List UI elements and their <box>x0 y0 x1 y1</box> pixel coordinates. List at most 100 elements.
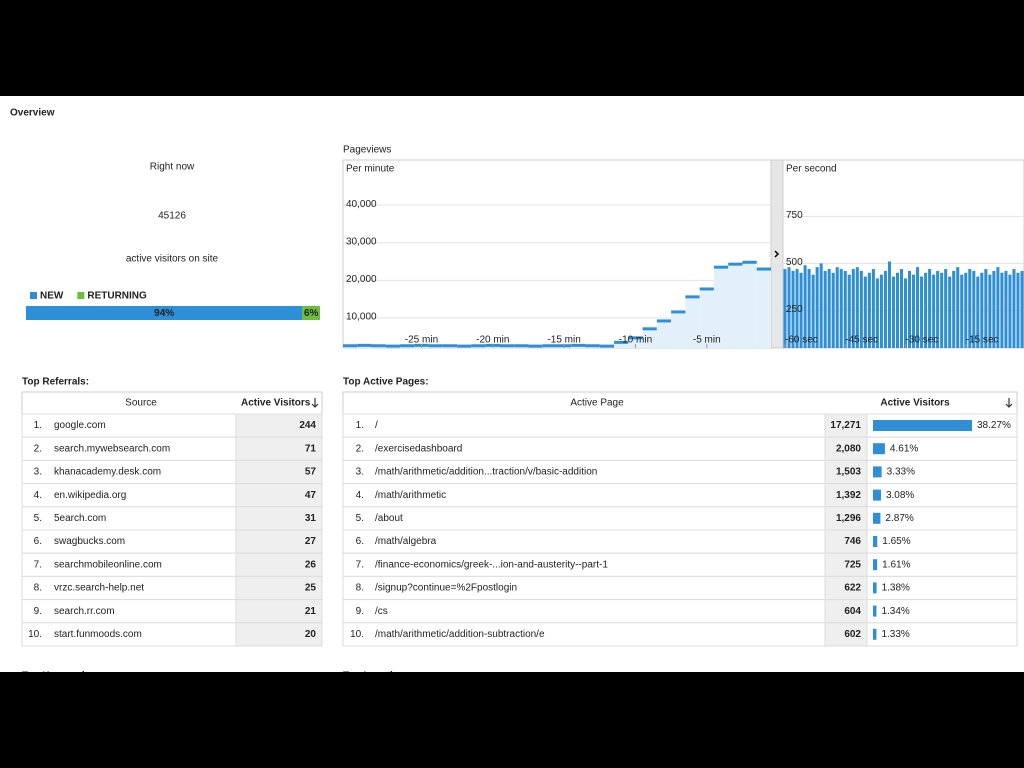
page-path[interactable]: /signup?continue=%2Fpostlogin <box>375 583 517 594</box>
pageview-area <box>728 264 743 348</box>
pageview-bar <box>859 270 863 348</box>
page-visitors: 746 <box>844 536 861 547</box>
pageview-bar <box>936 270 940 348</box>
value-cell <box>824 622 868 647</box>
pageview-bar <box>843 270 847 348</box>
y-tick-label: 500 <box>786 257 803 268</box>
pageview-bar <box>912 274 916 348</box>
pageview-bar <box>992 270 996 348</box>
pageview-bar <box>1012 269 1016 348</box>
row-rank: 2. <box>356 443 364 454</box>
pageview-bar <box>807 269 811 348</box>
referral-source[interactable]: start.funmoods.com <box>54 629 142 640</box>
referral-visitors: 26 <box>305 559 317 570</box>
share-bar <box>873 582 877 594</box>
referral-source[interactable]: khanacademy.desk.com <box>54 467 161 478</box>
row-rank: 6. <box>34 536 42 547</box>
sort-arrow[interactable] <box>1005 398 1013 408</box>
pageview-bar <box>1008 274 1012 348</box>
pageview-bar <box>907 270 912 348</box>
referral-source[interactable]: vrzc.search-help.net <box>54 583 144 594</box>
row-rank: 8. <box>34 583 42 594</box>
pageview-bar <box>855 267 859 348</box>
page-visitors: 622 <box>844 583 861 594</box>
pageview-bar <box>932 274 936 348</box>
x-tick-label: -25 min <box>405 335 438 346</box>
pageview-bar <box>940 272 944 348</box>
pageview-bar <box>956 267 960 348</box>
pageview-bar <box>972 270 976 348</box>
section-title: Top Active Pages: <box>343 377 429 388</box>
page-path[interactable]: /about <box>375 513 403 524</box>
pageview-bar <box>1016 272 1020 348</box>
page-path[interactable]: /exercisedashboard <box>375 443 462 454</box>
row-rank: 1. <box>356 420 364 431</box>
section-title: Top Locations: <box>343 671 414 682</box>
pageview-bar <box>920 276 924 348</box>
referral-visitors: 57 <box>305 467 317 478</box>
pageview-bar <box>823 270 827 348</box>
pageview-bar <box>916 267 920 348</box>
referral-source[interactable]: search.mywebsearch.com <box>54 443 170 454</box>
column-header: Active Page <box>570 398 624 409</box>
page-path[interactable]: /math/arithmetic <box>375 490 446 501</box>
page-visitors: 1,296 <box>836 513 861 524</box>
referral-source[interactable]: en.wikipedia.org <box>54 490 126 501</box>
count-caption: active visitors on site <box>126 254 219 265</box>
page-path[interactable]: /math/algebra <box>375 536 437 547</box>
pageview-bar <box>875 278 879 348</box>
row-rank: 9. <box>356 606 364 617</box>
page-title: Overview <box>10 108 55 119</box>
referral-source[interactable]: swagbucks.com <box>54 536 125 547</box>
chart-title: Per second <box>786 164 837 175</box>
share-label: 2.87% <box>885 513 913 524</box>
share-bar <box>873 628 877 640</box>
pageview-area <box>642 328 657 348</box>
pageview-bar <box>839 269 843 348</box>
page-visitors: 1,503 <box>836 467 861 478</box>
referral-source[interactable]: 5earch.com <box>54 513 106 524</box>
pageview-bar <box>847 274 851 348</box>
legend-swatch <box>77 292 85 299</box>
pageview-area <box>614 342 629 348</box>
x-tick-label: -60 sec <box>785 335 818 346</box>
table-row <box>342 506 1018 531</box>
legend-label: NEW <box>40 291 64 302</box>
right-now-title: Right now <box>150 162 195 173</box>
pageview-bar <box>928 269 932 348</box>
row-rank: 4. <box>34 490 42 501</box>
pageview-bar <box>783 269 787 348</box>
pageview-bar <box>879 274 883 348</box>
pageview-bar <box>1004 270 1008 348</box>
pageview-bar <box>795 269 799 348</box>
pageview-bar <box>811 274 815 348</box>
sort-arrow[interactable] <box>311 398 319 408</box>
pageview-area <box>656 320 672 348</box>
referral-source[interactable]: searchmobileonline.com <box>54 559 162 570</box>
visitor-share-bar <box>26 306 303 320</box>
page-path[interactable]: /cs <box>375 606 388 617</box>
page-path[interactable]: /finance-economics/greek-...ion-and-aust… <box>375 559 608 570</box>
page-path[interactable]: / <box>375 420 378 431</box>
row-rank: 8. <box>356 583 364 594</box>
row-rank: 9. <box>34 606 42 617</box>
pageview-bar <box>964 272 968 348</box>
share-label: 3.33% <box>887 467 915 478</box>
pageview-bar <box>815 267 819 348</box>
page-visitors: 1,392 <box>836 490 861 501</box>
pageview-bar <box>851 269 855 348</box>
x-tick-label: -10 min <box>619 335 652 346</box>
row-rank: 1. <box>34 420 42 431</box>
pageview-bar <box>952 270 956 348</box>
page-path[interactable]: /math/arithmetic/addition...traction/v/b… <box>375 467 597 478</box>
row-rank: 3. <box>34 467 42 478</box>
visitor-share-label: 94% <box>154 308 174 319</box>
referral-source[interactable]: google.com <box>54 420 106 431</box>
referral-source[interactable]: search.rr.com <box>54 606 115 617</box>
page-path[interactable]: /math/arithmetic/addition-subtraction/e <box>375 629 545 640</box>
row-rank: 3. <box>356 467 364 478</box>
pageview-bar <box>948 276 952 348</box>
pageview-bar <box>976 276 980 348</box>
pageview-bar <box>871 269 875 348</box>
